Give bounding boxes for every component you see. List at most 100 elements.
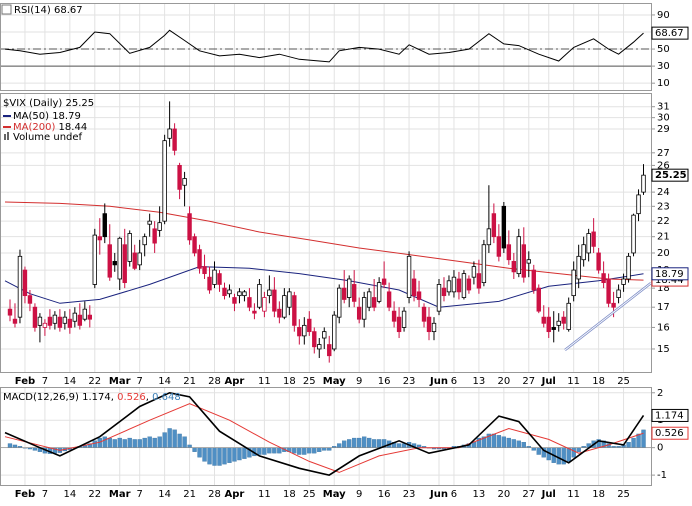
candle-body bbox=[531, 269, 536, 291]
histogram-bar bbox=[237, 447, 242, 461]
candle-body bbox=[247, 297, 252, 308]
candle-body bbox=[596, 252, 601, 271]
candle-body bbox=[551, 327, 556, 330]
x-tick-label: 23 bbox=[403, 376, 416, 387]
x-tick-label: 21 bbox=[183, 376, 196, 387]
candle-body bbox=[416, 291, 422, 300]
histogram-bar bbox=[142, 437, 147, 448]
candle-body bbox=[371, 297, 377, 308]
histogram-bar bbox=[371, 439, 377, 448]
histogram-bar bbox=[152, 437, 157, 448]
x-tick-label: 13 bbox=[473, 376, 486, 387]
candle-body bbox=[137, 252, 142, 266]
candle-body bbox=[112, 261, 117, 266]
candle-body bbox=[391, 310, 397, 322]
x-tick-label: Apr bbox=[225, 376, 245, 387]
y-tick-label: 90 bbox=[657, 10, 670, 21]
candle-body bbox=[312, 331, 317, 348]
histogram-bar bbox=[32, 447, 38, 451]
x-tick-label: 11 bbox=[258, 489, 271, 500]
candle-body bbox=[177, 165, 182, 190]
volume-legend: Volume undef bbox=[13, 132, 83, 143]
candle-body bbox=[491, 213, 497, 238]
histogram-bar bbox=[501, 436, 506, 448]
ma50-last: 18.79 bbox=[52, 111, 81, 122]
candle-body bbox=[386, 291, 392, 308]
candle-body bbox=[257, 284, 262, 308]
x-tick-label: Jun bbox=[429, 376, 448, 387]
candle-body bbox=[277, 308, 282, 318]
candle-body bbox=[571, 269, 576, 297]
y-tick-label: 22 bbox=[657, 216, 670, 227]
y-tick-label: 26 bbox=[657, 160, 670, 171]
histogram-bar bbox=[267, 447, 272, 454]
candle-body bbox=[631, 214, 636, 254]
candle-body bbox=[636, 194, 641, 215]
candle-body bbox=[282, 295, 287, 318]
marks bbox=[1, 29, 651, 476]
trend-line-inner bbox=[564, 282, 652, 351]
x-tick-label: 18 bbox=[592, 489, 605, 500]
candle-body bbox=[47, 316, 53, 326]
candle-body bbox=[591, 231, 596, 247]
x-tick-label: 14 bbox=[158, 489, 171, 500]
candle-body bbox=[576, 255, 581, 280]
candle-body bbox=[292, 295, 297, 326]
candle-body bbox=[77, 314, 83, 326]
histogram-bar bbox=[257, 447, 262, 455]
histogram-bar bbox=[107, 437, 112, 448]
x-tick-label: Apr bbox=[225, 489, 245, 500]
candle-body bbox=[157, 222, 162, 231]
x-tick-label: 11 bbox=[567, 376, 580, 387]
histogram-bar bbox=[352, 437, 357, 448]
candle-body bbox=[22, 269, 28, 297]
candle-body bbox=[606, 278, 611, 304]
histogram-bar bbox=[307, 447, 312, 454]
x-tick-label: Feb bbox=[15, 376, 35, 387]
histogram-bar bbox=[12, 444, 18, 448]
x-tick-label: 13 bbox=[473, 489, 486, 500]
y-tick-label: 30 bbox=[657, 113, 670, 124]
candle-body bbox=[152, 228, 157, 244]
histogram-bar bbox=[491, 433, 497, 448]
macd-name: MACD(12,26,9) bbox=[3, 392, 79, 403]
candle-body bbox=[541, 316, 546, 324]
x-tick-label: 7 bbox=[42, 489, 48, 500]
x-tick-label: 16 bbox=[378, 489, 391, 500]
y-tick-label: 16 bbox=[657, 322, 670, 333]
candle-body bbox=[431, 322, 437, 333]
x-tick-label: Jul bbox=[541, 376, 556, 387]
x-tick-label: 18 bbox=[283, 376, 296, 387]
value-box bbox=[651, 408, 689, 422]
candle-body bbox=[511, 261, 517, 273]
value-box bbox=[651, 26, 689, 40]
histogram-bar bbox=[317, 447, 322, 452]
candle-body bbox=[72, 312, 78, 322]
price-last: 25.25 bbox=[65, 98, 94, 109]
candle-body bbox=[346, 278, 352, 298]
panel-frame bbox=[0, 93, 652, 373]
value-box bbox=[651, 168, 689, 182]
candle-body bbox=[52, 314, 58, 324]
candle-body bbox=[496, 236, 502, 257]
value-box bbox=[651, 267, 689, 281]
histogram-bar bbox=[177, 433, 182, 448]
histogram-bar bbox=[212, 447, 217, 466]
histogram-bar bbox=[112, 439, 117, 448]
value-box bbox=[651, 426, 689, 440]
candle-body bbox=[7, 308, 13, 316]
candle-body bbox=[486, 228, 492, 246]
x-tick-label: 9 bbox=[356, 489, 362, 500]
histogram-bar bbox=[531, 447, 536, 451]
candle-body bbox=[601, 273, 606, 284]
candle-body bbox=[351, 284, 357, 302]
candle-body bbox=[446, 280, 452, 293]
histogram-bar bbox=[297, 447, 302, 455]
y-tick-label: 31 bbox=[657, 102, 670, 113]
candle-body bbox=[167, 128, 172, 139]
x-tick-label: 20 bbox=[497, 376, 510, 387]
histogram-bar bbox=[322, 447, 327, 451]
candle-body bbox=[641, 174, 646, 193]
rsi-icon bbox=[1, 4, 12, 15]
candle-body bbox=[411, 278, 417, 297]
